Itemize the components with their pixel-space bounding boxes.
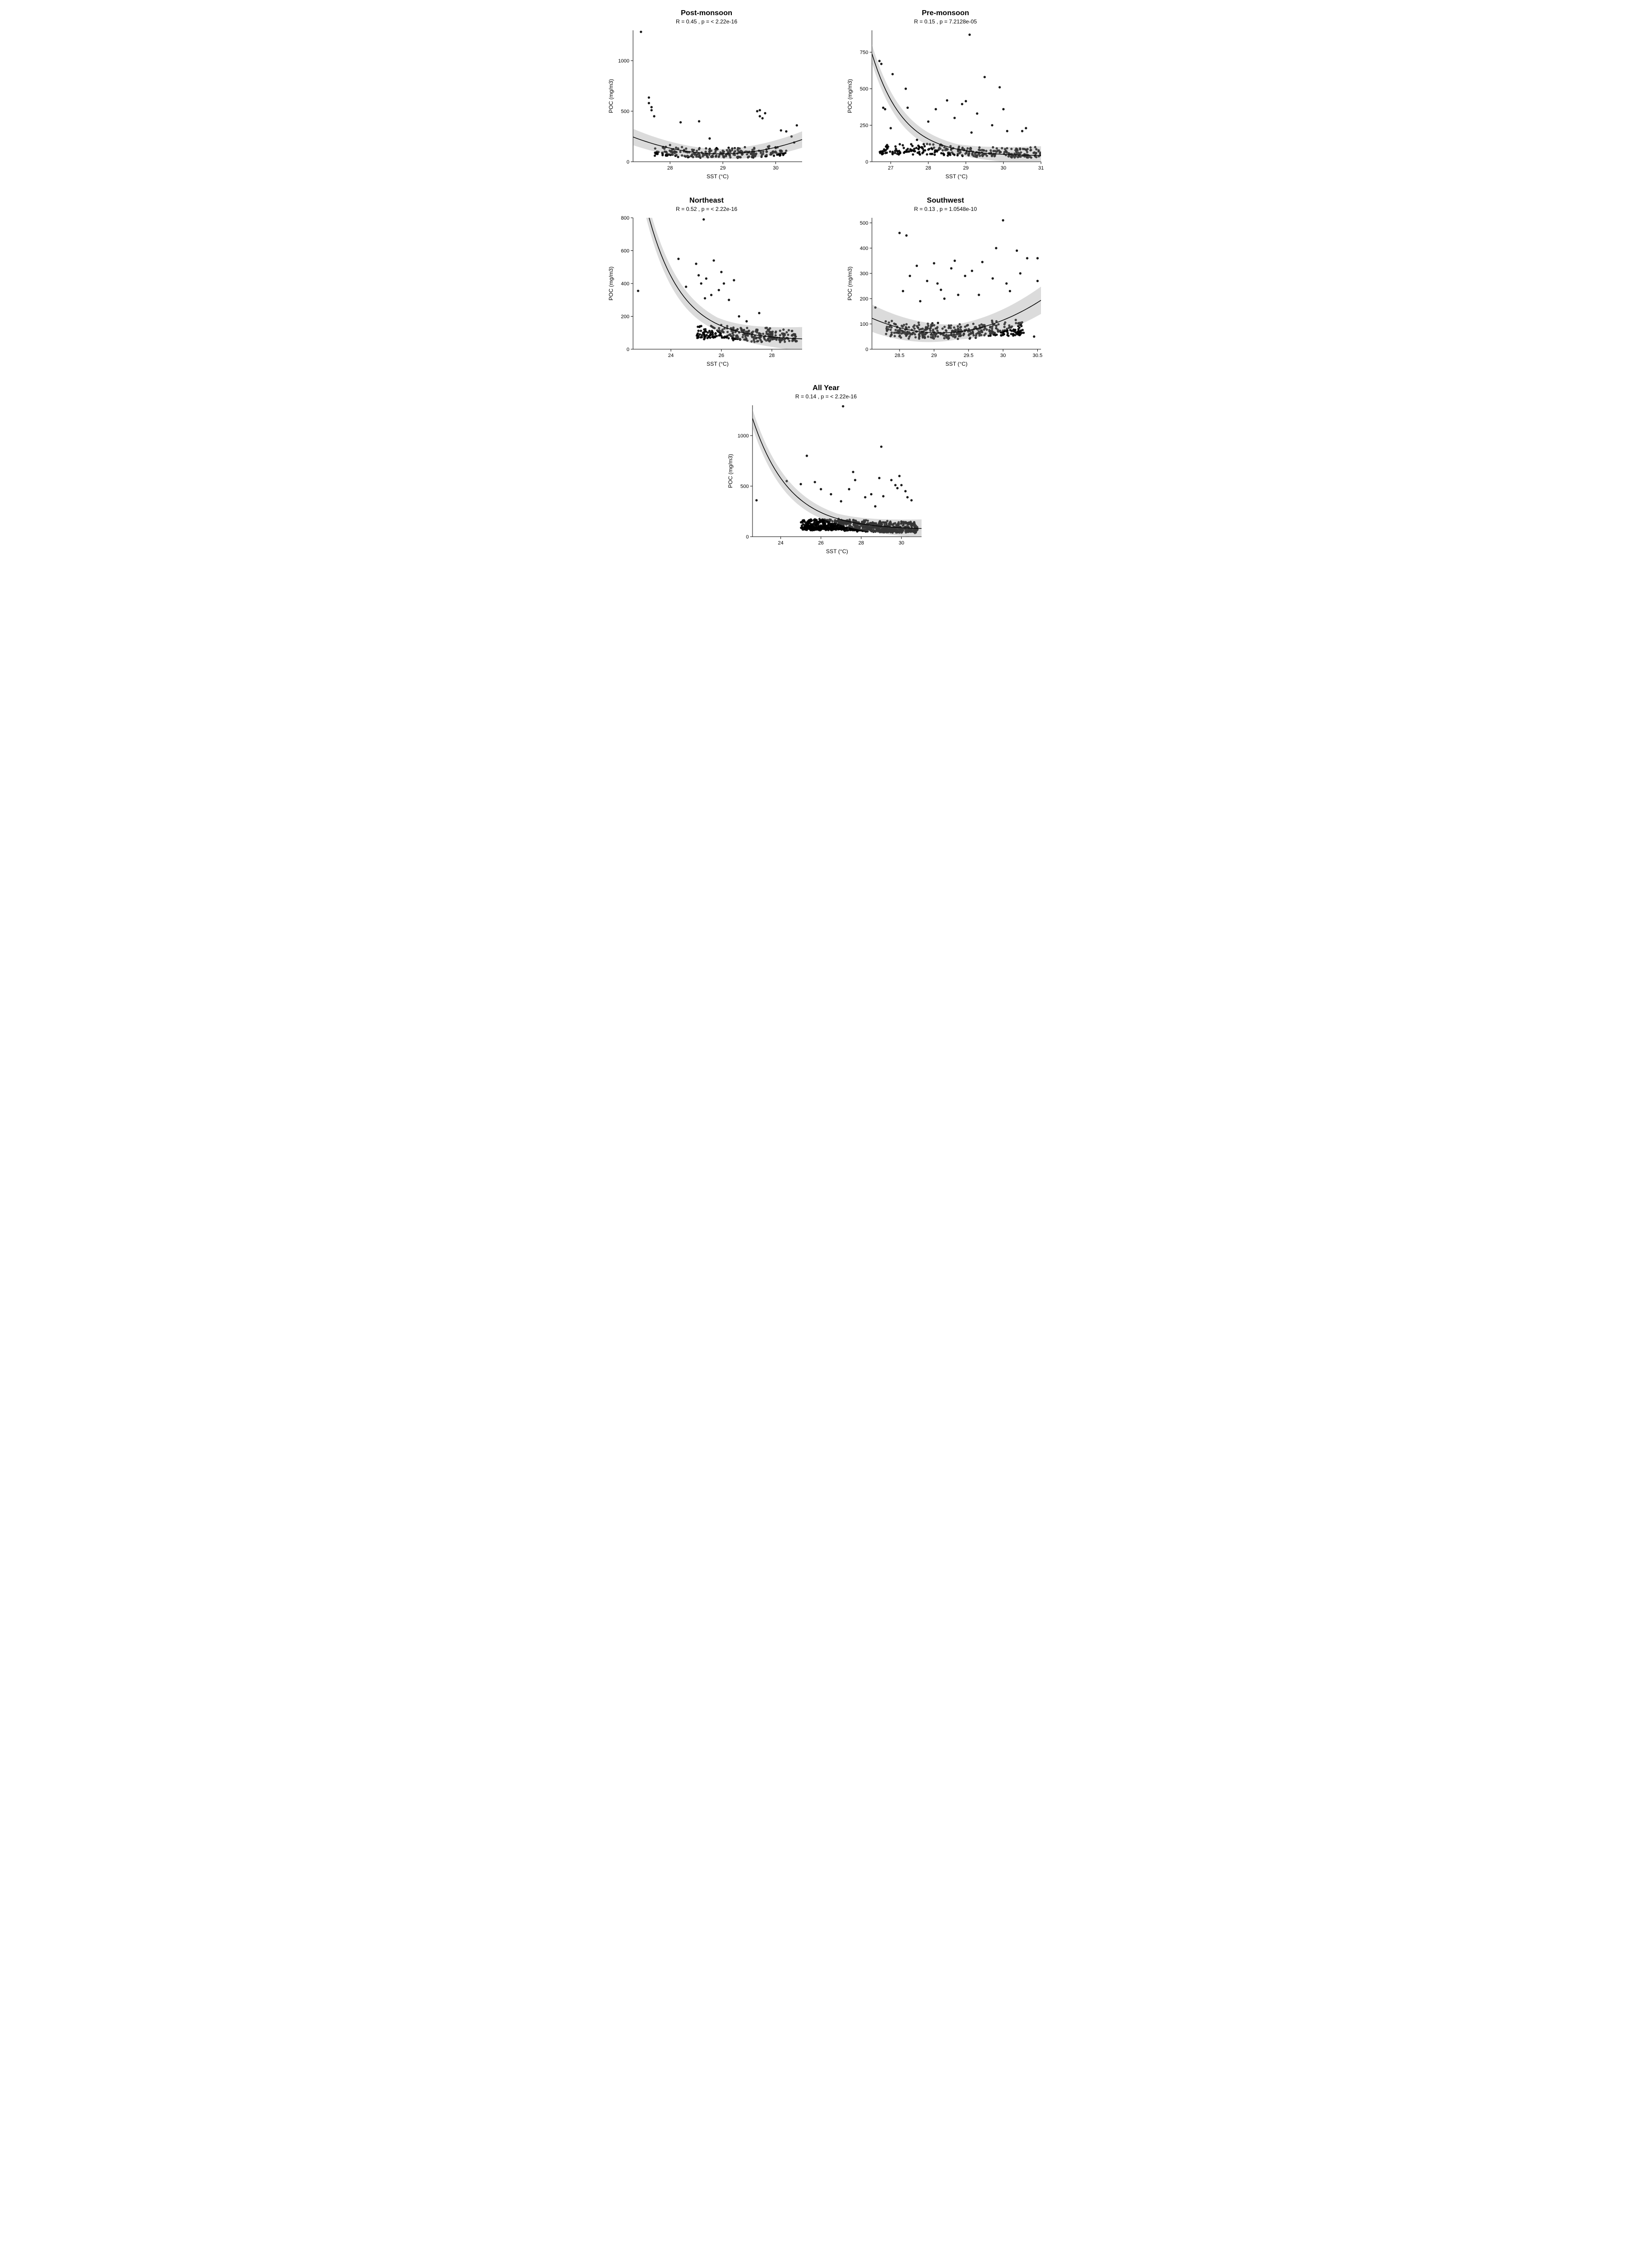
svg-text:POC (mg/m3): POC (mg/m3) <box>608 79 614 113</box>
svg-text:250: 250 <box>860 123 868 129</box>
panel-title: All Year <box>813 384 839 392</box>
svg-text:SST (°C): SST (°C) <box>707 173 729 180</box>
scatter-plot: 24 26 28 30 0 500 1000 SST (°C) POC (mg/m3) <box>725 402 927 558</box>
svg-text:24: 24 <box>668 353 673 358</box>
panel-all_year: All YearR = 0.14 , p = < 2.22e-16 24 26 28 3… <box>596 384 1056 558</box>
svg-text:29.5: 29.5 <box>964 353 973 358</box>
svg-text:500: 500 <box>860 221 868 226</box>
svg-text:500: 500 <box>621 109 629 114</box>
panel-southwest: SouthwestR = 0.13 , p = 1.0548e-10 28.5 29… <box>835 197 1056 370</box>
svg-text:26: 26 <box>719 353 724 358</box>
scatter-plot: 24 26 28 0 200 400 600 800 SST (°C) POC (mg/m3) <box>605 214 808 370</box>
panel-title: Pre-monsoon <box>922 9 969 17</box>
panel-stat: R = 0.13 , p = 1.0548e-10 <box>914 206 977 212</box>
svg-text:0: 0 <box>746 534 749 540</box>
svg-text:29: 29 <box>720 165 725 171</box>
panel-stat: R = 0.14 , p = < 2.22e-16 <box>795 393 857 400</box>
svg-text:28.5: 28.5 <box>894 353 904 358</box>
svg-text:SST (°C): SST (°C) <box>826 548 848 555</box>
chart-grid: Post-monsoonR = 0.45 , p = < 2.22e-16282… <box>596 9 1056 558</box>
svg-text:29: 29 <box>963 165 968 171</box>
fit-curve <box>752 419 922 529</box>
svg-text:200: 200 <box>860 296 868 302</box>
svg-text:26: 26 <box>818 540 824 546</box>
scatter-plot: 28.5 29 29.5 30 30.5 0 100 200 300 400 500 SST (°C)… <box>844 214 1047 370</box>
svg-text:500: 500 <box>860 86 868 92</box>
panel-stat: R = 0.45 , p = < 2.22e-16 <box>676 18 737 25</box>
panel-stat: R = 0.52 , p = < 2.22e-16 <box>676 206 737 212</box>
svg-text:POC (mg/m3): POC (mg/m3) <box>608 266 614 300</box>
svg-text:400: 400 <box>621 281 629 287</box>
svg-text:SST (°C): SST (°C) <box>945 361 967 367</box>
svg-text:SST (°C): SST (°C) <box>707 361 729 367</box>
svg-text:30: 30 <box>899 540 904 546</box>
svg-text:1000: 1000 <box>738 433 749 439</box>
confidence-ribbon <box>633 214 802 349</box>
svg-text:300: 300 <box>860 271 868 277</box>
svg-text:200: 200 <box>621 314 629 320</box>
panel-stat: R = 0.15 , p = 7.2128e-05 <box>914 18 977 25</box>
svg-text:0: 0 <box>627 159 629 165</box>
svg-text:POC (mg/m3): POC (mg/m3) <box>727 454 734 488</box>
svg-text:100: 100 <box>860 322 868 327</box>
panel-title: Southwest <box>927 197 964 205</box>
panel-northeast: NortheastR = 0.52 , p = < 2.22e-16 24 26 28… <box>596 197 817 370</box>
svg-text:0: 0 <box>866 159 868 165</box>
svg-text:POC (mg/m3): POC (mg/m3) <box>847 79 853 113</box>
points <box>878 34 1042 159</box>
scatter-plot: 28 29 30 0 500 1000 SST (°C) POC (mg/m3) <box>605 27 808 183</box>
panel-post_monsoon: Post-monsoonR = 0.45 , p = < 2.22e-16282… <box>596 9 817 183</box>
svg-text:750: 750 <box>860 50 868 56</box>
panel-pre_monsoon: Pre-monsoonR = 0.15 , p = 7.2128e-05 27 28… <box>835 9 1056 183</box>
svg-text:28: 28 <box>667 165 673 171</box>
svg-text:31: 31 <box>1038 165 1044 171</box>
svg-text:POC (mg/m3): POC (mg/m3) <box>847 266 853 300</box>
panel-title: Northeast <box>690 197 724 205</box>
svg-text:30: 30 <box>1000 353 1006 358</box>
svg-text:SST (°C): SST (°C) <box>945 173 967 180</box>
svg-text:1000: 1000 <box>618 58 629 64</box>
confidence-ribbon <box>752 409 922 537</box>
svg-text:0: 0 <box>866 347 868 352</box>
svg-text:30: 30 <box>773 165 778 171</box>
svg-text:28: 28 <box>858 540 864 546</box>
svg-text:28: 28 <box>926 165 931 171</box>
svg-text:0: 0 <box>627 347 629 352</box>
svg-text:500: 500 <box>741 484 749 489</box>
panel-title: Post-monsoon <box>681 9 732 17</box>
svg-text:24: 24 <box>778 540 783 546</box>
svg-text:28: 28 <box>769 353 775 358</box>
svg-text:30.5: 30.5 <box>1033 353 1042 358</box>
svg-text:600: 600 <box>621 249 629 254</box>
svg-text:29: 29 <box>931 353 937 358</box>
svg-text:400: 400 <box>860 246 868 251</box>
svg-text:30: 30 <box>1001 165 1006 171</box>
scatter-plot: 27 28 29 30 31 0 250 500 750 SST (°C) POC (mg/m3) <box>844 27 1047 183</box>
confidence-ribbon <box>872 45 1041 162</box>
svg-text:27: 27 <box>888 165 894 171</box>
svg-text:800: 800 <box>621 215 629 221</box>
